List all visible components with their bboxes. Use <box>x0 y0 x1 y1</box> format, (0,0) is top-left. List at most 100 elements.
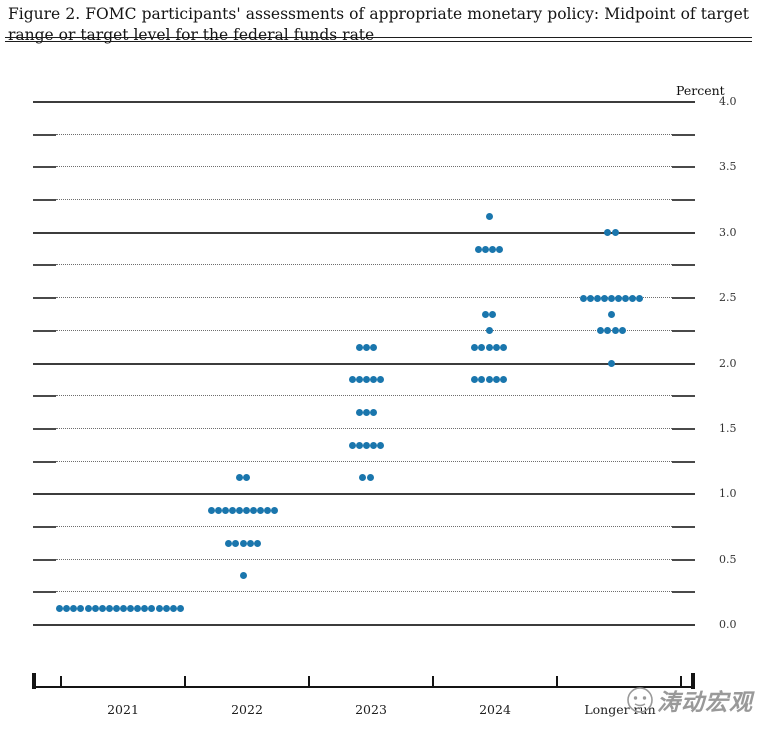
policy-rate-dot <box>355 343 363 351</box>
gridline-minor-1.50 <box>56 428 672 429</box>
policy-rate-dot <box>474 245 482 253</box>
policy-rate-dot <box>629 294 637 302</box>
gridline-left-tick <box>33 134 56 136</box>
gridline-minor-0.50 <box>56 559 672 560</box>
policy-rate-dot <box>235 474 243 482</box>
gridline-left-tick <box>33 559 56 561</box>
gridline-left-tick <box>33 199 56 201</box>
gridline-right-tick <box>672 395 695 397</box>
policy-rate-dot <box>162 605 170 613</box>
gridline-minor-1.25 <box>56 461 672 462</box>
gridline-minor-3.50 <box>56 166 672 167</box>
policy-rate-dot <box>56 605 64 613</box>
policy-rate-dot <box>232 539 240 547</box>
policy-rate-dot <box>63 605 71 613</box>
x-category-label-2024: 2024 <box>479 702 511 717</box>
gridline-minor-0.25 <box>56 591 672 592</box>
x-category-label-2021: 2021 <box>107 702 139 717</box>
watermark-logo-icon <box>627 687 653 713</box>
policy-rate-dot <box>471 343 479 351</box>
gridline-major-4.00 <box>33 101 695 103</box>
policy-rate-dot <box>141 605 149 613</box>
policy-rate-dot <box>246 539 254 547</box>
policy-rate-dot <box>481 245 489 253</box>
gridline-right-tick <box>672 591 695 593</box>
policy-rate-dot <box>91 605 99 613</box>
gridline-minor-3.25 <box>56 199 672 200</box>
policy-rate-dot <box>207 507 215 515</box>
x-axis-tick <box>184 676 186 687</box>
policy-rate-dot <box>489 245 497 253</box>
policy-rate-dot <box>225 539 233 547</box>
gridline-right-tick <box>672 264 695 266</box>
gridline-left-tick <box>33 526 56 528</box>
policy-rate-dot <box>481 310 489 318</box>
gridline-right-tick <box>672 199 695 201</box>
policy-rate-dot <box>271 507 279 515</box>
x-axis-tick <box>556 676 558 687</box>
policy-rate-dot <box>586 294 594 302</box>
policy-rate-dot <box>169 605 177 613</box>
policy-rate-dot <box>348 376 356 384</box>
y-tick-label: 0.5 <box>719 553 737 566</box>
gridline-minor-2.75 <box>56 264 672 265</box>
y-tick-label: 1.0 <box>719 487 737 500</box>
gridline-left-tick <box>33 461 56 463</box>
policy-rate-dot <box>84 605 92 613</box>
policy-rate-dot <box>608 310 615 318</box>
gridline-right-tick <box>672 526 695 528</box>
policy-rate-dot <box>155 605 163 613</box>
policy-rate-dot <box>243 507 251 515</box>
policy-rate-dot <box>485 212 493 220</box>
gridline-left-tick <box>33 264 56 266</box>
policy-rate-dot <box>243 474 251 482</box>
policy-rate-dot <box>489 310 497 318</box>
policy-rate-dot <box>471 376 479 384</box>
gridline-right-tick <box>672 559 695 561</box>
policy-rate-dot <box>608 294 615 302</box>
x-axis-line <box>33 686 695 689</box>
figure-title: Figure 2. FOMC participants' assessments… <box>8 4 749 46</box>
policy-rate-dot <box>604 229 612 237</box>
policy-rate-dot <box>485 343 493 351</box>
policy-rate-dot <box>485 327 493 335</box>
policy-rate-dot <box>611 229 619 237</box>
policy-rate-dot <box>496 245 504 253</box>
gridline-right-tick <box>672 428 695 430</box>
policy-rate-dot <box>264 507 272 515</box>
gridline-left-tick <box>33 591 56 593</box>
policy-rate-dot <box>597 327 605 335</box>
policy-rate-dot <box>370 441 378 449</box>
gridline-left-tick <box>33 166 56 168</box>
policy-rate-dot <box>70 605 78 613</box>
gridline-left-tick <box>33 330 56 332</box>
gridline-major-3.00 <box>33 232 695 234</box>
policy-rate-dot <box>370 376 378 384</box>
policy-rate-dot <box>239 539 247 547</box>
policy-rate-dot <box>363 409 370 417</box>
policy-rate-dot <box>120 605 128 613</box>
policy-rate-dot <box>579 294 587 302</box>
x-axis-tick <box>60 676 62 687</box>
policy-rate-dot <box>478 343 486 351</box>
x-category-label-2022: 2022 <box>231 702 263 717</box>
gridline-major-0.00 <box>33 624 695 626</box>
y-tick-label: 0.0 <box>719 618 737 631</box>
x-axis-endcap <box>691 673 695 689</box>
policy-rate-dot <box>250 507 258 515</box>
policy-rate-dot <box>363 441 370 449</box>
gridline-left-tick <box>33 297 56 299</box>
policy-rate-dot <box>608 360 615 367</box>
policy-rate-dot <box>363 376 370 384</box>
y-tick-label: 3.5 <box>719 160 737 173</box>
policy-rate-dot <box>348 441 356 449</box>
y-tick-label: 3.0 <box>719 226 737 239</box>
figure-label: Figure 2. <box>8 5 81 23</box>
policy-rate-dot <box>370 343 378 351</box>
policy-rate-dot <box>355 409 363 417</box>
gridline-minor-0.75 <box>56 526 672 527</box>
policy-rate-dot <box>492 376 500 384</box>
policy-rate-dot <box>105 605 113 613</box>
policy-rate-dot <box>485 376 493 384</box>
